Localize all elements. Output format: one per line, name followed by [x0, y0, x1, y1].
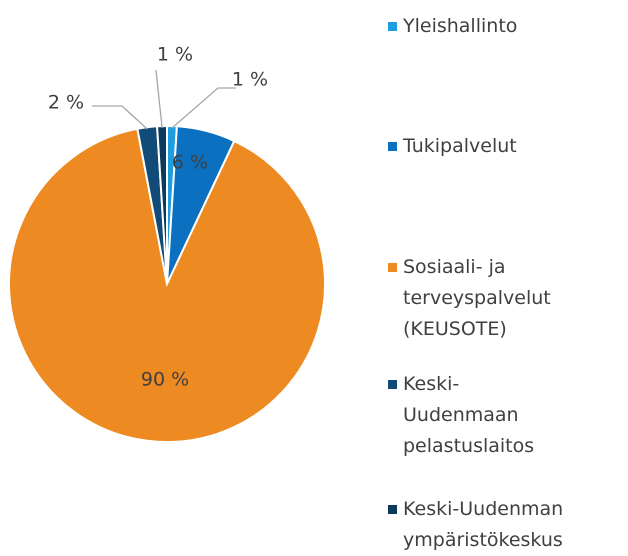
legend-item: Sosiaali- ja terveyspalvelut (KEUSOTE) — [388, 252, 553, 345]
legend-label: Sosiaali- ja terveyspalvelut (KEUSOTE) — [403, 256, 551, 340]
legend-item: Tukipalvelut — [388, 131, 628, 162]
legend-item: Keski-Uudenmaan pelastuslaitos — [388, 369, 534, 462]
legend-label: Yleishallinto — [403, 15, 518, 37]
leader-line — [171, 87, 236, 129]
legend-swatch — [388, 263, 397, 272]
legend-item: Keski-Uudenman ympäristökeskus — [388, 494, 628, 556]
data-label: 90 % — [141, 369, 189, 391]
data-label: 2 % — [48, 92, 84, 114]
legend-swatch — [388, 505, 397, 514]
leader-line — [155, 69, 163, 129]
legend-swatch — [388, 380, 397, 389]
legend-swatch — [388, 22, 397, 31]
data-label: 6 % — [172, 152, 208, 174]
legend-label: Keski-Uudenmaan pelastuslaitos — [403, 373, 535, 457]
leader-line — [92, 105, 148, 130]
legend-swatch — [388, 142, 397, 151]
pie-slice — [8, 127, 326, 443]
data-label: 1 % — [232, 69, 268, 91]
legend-label: Tukipalvelut — [403, 135, 517, 157]
legend-label: Keski-Uudenman ympäristökeskus — [403, 498, 564, 551]
data-label: 1 % — [157, 44, 193, 66]
legend-item: Yleishallinto — [388, 11, 628, 42]
